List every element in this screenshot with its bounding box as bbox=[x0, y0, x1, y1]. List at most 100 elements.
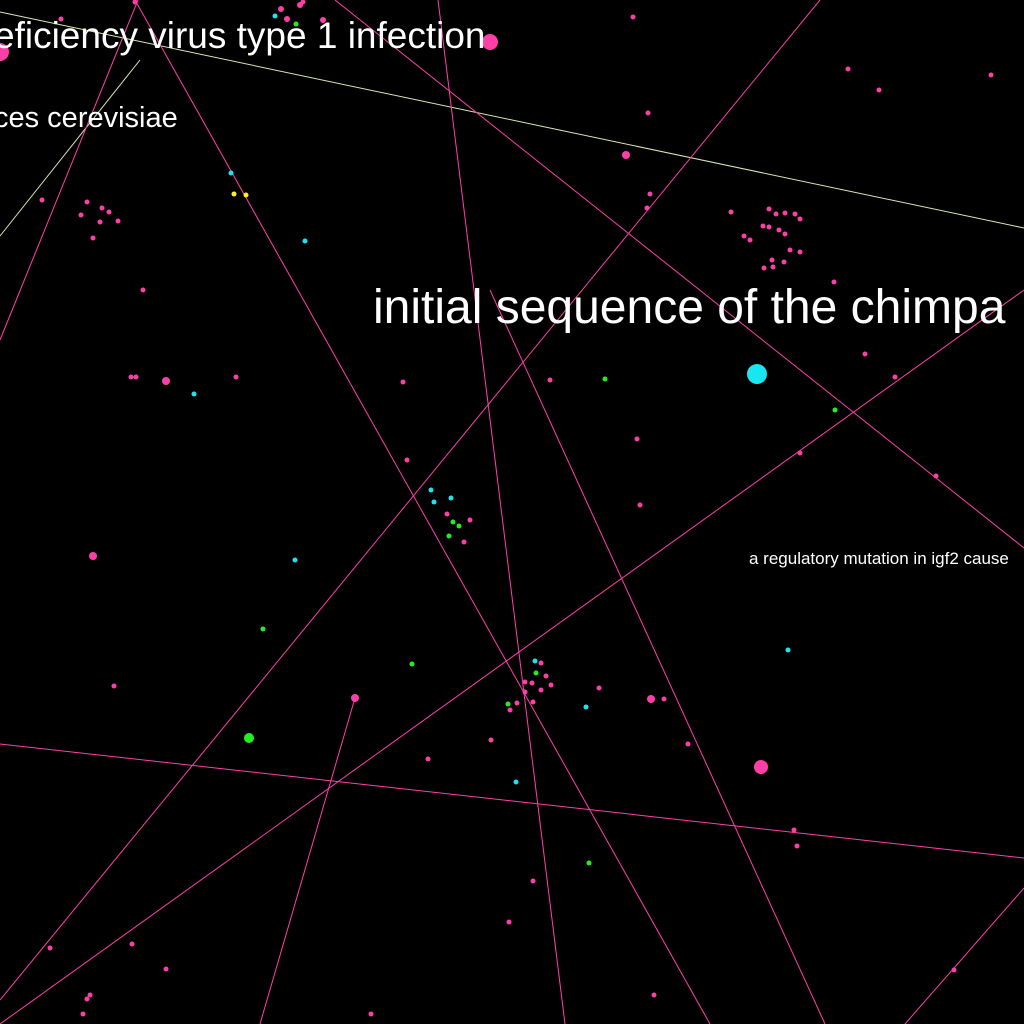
graph-node-31[interactable] bbox=[39, 197, 45, 203]
graph-node-68[interactable] bbox=[832, 407, 838, 413]
graph-node-50[interactable] bbox=[782, 210, 788, 216]
graph-node-63[interactable] bbox=[761, 265, 767, 271]
graph-node-85[interactable] bbox=[111, 683, 117, 689]
graph-node-54[interactable] bbox=[766, 224, 772, 230]
graph-node-26[interactable] bbox=[644, 205, 650, 211]
graph-node-45[interactable] bbox=[547, 377, 553, 383]
graph-node-49[interactable] bbox=[773, 211, 779, 217]
graph-node-78[interactable] bbox=[467, 517, 473, 523]
graph-node-5[interactable] bbox=[244, 733, 254, 743]
graph-node-103[interactable] bbox=[685, 741, 691, 747]
graph-node-32[interactable] bbox=[84, 199, 90, 205]
graph-node-21[interactable] bbox=[845, 66, 851, 72]
graph-node-97[interactable] bbox=[514, 700, 520, 706]
graph-node-74[interactable] bbox=[428, 487, 434, 493]
graph-node-67[interactable] bbox=[892, 374, 898, 380]
graph-node-104[interactable] bbox=[488, 737, 494, 743]
graph-node-112[interactable] bbox=[506, 919, 512, 925]
graph-node-73[interactable] bbox=[404, 457, 410, 463]
graph-node-116[interactable] bbox=[951, 967, 957, 973]
graph-node-6[interactable] bbox=[162, 377, 170, 385]
graph-node-56[interactable] bbox=[782, 231, 788, 237]
graph-node-100[interactable] bbox=[596, 685, 602, 691]
graph-node-1[interactable] bbox=[482, 34, 498, 50]
graph-node-72[interactable] bbox=[637, 502, 643, 508]
graph-node-111[interactable] bbox=[530, 878, 536, 884]
graph-node-43[interactable] bbox=[191, 391, 197, 397]
graph-node-79[interactable] bbox=[450, 519, 456, 525]
graph-node-24[interactable] bbox=[645, 110, 651, 116]
graph-node-39[interactable] bbox=[140, 287, 146, 293]
graph-node-81[interactable] bbox=[446, 533, 452, 539]
graph-node-7[interactable] bbox=[351, 694, 359, 702]
graph-node-59[interactable] bbox=[787, 247, 793, 253]
graph-node-13[interactable] bbox=[284, 16, 290, 22]
graph-node-35[interactable] bbox=[106, 209, 112, 215]
graph-node-47[interactable] bbox=[728, 209, 734, 215]
graph-node-113[interactable] bbox=[129, 941, 135, 947]
graph-node-76[interactable] bbox=[431, 499, 437, 505]
graph-node-82[interactable] bbox=[461, 539, 467, 545]
graph-node-106[interactable] bbox=[513, 779, 519, 785]
graph-node-10[interactable] bbox=[647, 695, 655, 703]
graph-node-58[interactable] bbox=[747, 237, 753, 243]
graph-node-77[interactable] bbox=[444, 511, 450, 517]
graph-node-118[interactable] bbox=[84, 996, 90, 1002]
graph-node-16[interactable] bbox=[293, 21, 299, 27]
graph-node-57[interactable] bbox=[741, 233, 747, 239]
graph-node-88[interactable] bbox=[538, 660, 544, 666]
graph-node-60[interactable] bbox=[797, 249, 803, 255]
graph-node-93[interactable] bbox=[548, 682, 554, 688]
node-label-igf2-mutation[interactable]: a regulatory mutation in igf2 cause bbox=[749, 549, 1009, 568]
graph-node-114[interactable] bbox=[47, 945, 53, 951]
graph-node-42[interactable] bbox=[233, 374, 239, 380]
graph-node-65[interactable] bbox=[831, 279, 837, 285]
graph-node-75[interactable] bbox=[448, 495, 454, 501]
graph-node-98[interactable] bbox=[505, 701, 511, 707]
graph-node-87[interactable] bbox=[532, 658, 538, 664]
graph-node-25[interactable] bbox=[647, 191, 653, 197]
graph-node-23[interactable] bbox=[988, 72, 994, 78]
graph-node-92[interactable] bbox=[529, 680, 535, 686]
graph-node-70[interactable] bbox=[797, 450, 803, 456]
graph-node-52[interactable] bbox=[797, 216, 803, 222]
graph-node-15[interactable] bbox=[272, 13, 278, 19]
node-label-saccharomyces[interactable]: ces cerevisiae bbox=[0, 102, 178, 134]
graph-node-3[interactable] bbox=[747, 364, 767, 384]
graph-node-117[interactable] bbox=[87, 992, 93, 998]
graph-node-89[interactable] bbox=[533, 670, 539, 676]
graph-node-55[interactable] bbox=[776, 227, 782, 233]
graph-node-90[interactable] bbox=[543, 673, 549, 679]
graph-node-41[interactable] bbox=[133, 374, 139, 380]
graph-node-14[interactable] bbox=[320, 17, 326, 23]
graph-node-37[interactable] bbox=[115, 218, 121, 224]
graph-node-8[interactable] bbox=[89, 552, 97, 560]
graph-node-28[interactable] bbox=[231, 191, 237, 197]
graph-node-64[interactable] bbox=[770, 264, 776, 270]
graph-node-34[interactable] bbox=[99, 205, 105, 211]
graph-node-46[interactable] bbox=[602, 376, 608, 382]
graph-node-102[interactable] bbox=[583, 704, 589, 710]
graph-node-95[interactable] bbox=[522, 689, 528, 695]
graph-node-11[interactable] bbox=[278, 6, 284, 12]
graph-node-22[interactable] bbox=[876, 87, 882, 93]
graph-node-110[interactable] bbox=[586, 860, 592, 866]
graph-node-9[interactable] bbox=[622, 151, 630, 159]
graph-node-91[interactable] bbox=[522, 679, 528, 685]
graph-node-61[interactable] bbox=[769, 257, 775, 263]
graph-node-119[interactable] bbox=[651, 992, 657, 998]
graph-node-36[interactable] bbox=[97, 219, 103, 225]
graph-node-33[interactable] bbox=[78, 212, 84, 218]
graph-node-99[interactable] bbox=[507, 707, 513, 713]
graph-node-107[interactable] bbox=[785, 647, 791, 653]
graph-node-18[interactable] bbox=[132, 0, 138, 5]
graph-node-20[interactable] bbox=[630, 14, 636, 20]
graph-node-62[interactable] bbox=[781, 259, 787, 265]
graph-node-86[interactable] bbox=[409, 661, 415, 667]
graph-node-48[interactable] bbox=[766, 206, 772, 212]
graph-node-71[interactable] bbox=[933, 473, 939, 479]
graph-node-80[interactable] bbox=[456, 523, 462, 529]
graph-node-30[interactable] bbox=[302, 238, 308, 244]
graph-node-108[interactable] bbox=[791, 827, 797, 833]
